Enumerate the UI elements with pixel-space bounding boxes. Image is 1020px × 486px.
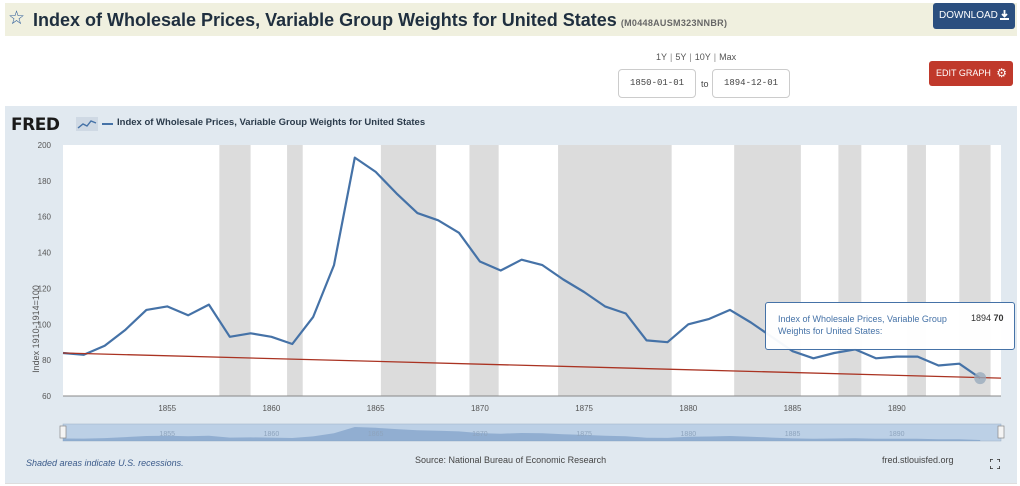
y-tick-label: 80 — [42, 356, 51, 365]
y-tick-label: 160 — [38, 213, 52, 222]
legend-swatch — [102, 123, 113, 125]
navigator-handle-right — [997, 425, 1005, 439]
series-line — [62, 156, 981, 380]
recession-band — [469, 145, 499, 396]
navigator-area — [63, 427, 981, 441]
range-5y[interactable]: 5Y — [675, 52, 687, 62]
chart-panel: 60 80 100 120 140 160 180 200 1855 1860 1865 1870 18… — [5, 106, 1017, 484]
range-links: 1Y | 5Y | 10Y | Max — [656, 52, 737, 62]
y-tick-label: 60 — [42, 392, 51, 401]
recession-band — [959, 145, 991, 396]
tooltip-date: 1894 — [971, 313, 992, 323]
star-icon[interactable]: ☆ — [8, 8, 26, 29]
x-tick-label: 1855 — [158, 404, 176, 413]
edit-graph-button[interactable]: EDIT GRAPH ⚙ — [929, 61, 1013, 86]
y-tick-label: 200 — [38, 141, 52, 150]
to-label: to — [701, 79, 709, 89]
range-10y[interactable]: 10Y — [694, 52, 711, 62]
y-tick-label: 140 — [38, 249, 52, 258]
recession-note: Shaded areas indicate U.S. recessions. — [26, 458, 184, 468]
navigator-handle-left — [59, 425, 67, 439]
x-tick-label: 1875 — [575, 404, 593, 413]
download-button[interactable]: DOWNLOAD — [933, 3, 1015, 29]
site-link[interactable]: fred.stlouisfed.org — [882, 455, 954, 465]
navigator-tick-label: 1860 — [264, 431, 280, 438]
navigator-tick-label: 1870 — [472, 431, 488, 438]
end-date-input[interactable]: 1894-12-01 — [712, 69, 790, 98]
fred-logo: FRED — [11, 115, 60, 135]
x-tick-label: 1860 — [263, 404, 281, 413]
series-title: Index of Wholesale Prices, Variable Grou… — [33, 10, 617, 30]
chart-tooltip: Index of Wholesale Prices, Variable Grou… — [765, 302, 1015, 350]
tooltip-series: Index of Wholesale Prices, Variable Grou… — [778, 314, 947, 336]
recession-band — [219, 145, 251, 396]
x-tick-label: 1880 — [679, 404, 697, 413]
source-note: Source: National Bureau of Economic Rese… — [415, 455, 607, 465]
y-tick-label: 100 — [38, 320, 52, 329]
gear-icon: ⚙ — [996, 66, 1007, 80]
range-max[interactable]: Max — [719, 52, 737, 62]
hover-marker — [974, 372, 987, 385]
recession-band — [734, 145, 801, 396]
edit-graph-label: EDIT GRAPH — [936, 68, 991, 78]
x-tick-label: 1890 — [888, 404, 906, 413]
navigator-tick-label: 1880 — [681, 431, 697, 438]
title-bar: ☆ Index of Wholesale Prices, Variable Gr… — [5, 3, 1017, 36]
range-1y[interactable]: 1Y — [656, 52, 668, 62]
recession-band — [558, 145, 672, 396]
trend-line — [62, 352, 1002, 379]
x-tick-label: 1870 — [471, 404, 489, 413]
y-axis-label: Index 1910-1914=100 — [31, 285, 41, 373]
tooltip-value: 1894 70 — [971, 313, 1004, 323]
fullscreen-icon[interactable] — [990, 459, 1000, 469]
navigator-tick-label: 1855 — [159, 431, 175, 438]
download-icon — [1000, 10, 1009, 20]
page-title: Index of Wholesale Prices, Variable Grou… — [33, 9, 727, 34]
y-tick-label: 120 — [38, 284, 52, 293]
recession-band — [380, 145, 437, 396]
x-tick-label: 1885 — [784, 404, 802, 413]
recession-band — [838, 145, 862, 396]
legend-label: Index of Wholesale Prices, Variable Grou… — [117, 117, 426, 128]
series-code: (M0448AUSM323NNBR) — [620, 18, 728, 28]
chart-area[interactable]: 60 80 100 120 140 160 180 200 1855 1860 1865 1870 18… — [5, 106, 1017, 484]
start-date-input[interactable]: 1850-01-01 — [618, 69, 696, 98]
navigator-tick-label: 1885 — [785, 431, 801, 438]
navigator-tick-label: 1865 — [368, 431, 384, 438]
tooltip-number: 70 — [993, 313, 1004, 323]
fred-logo-icon — [76, 117, 98, 131]
navigator-tick-label: 1875 — [576, 431, 592, 438]
download-label: DOWNLOAD — [939, 10, 998, 21]
recession-band — [287, 145, 303, 396]
navigator-tick-label: 1890 — [889, 431, 905, 438]
x-tick-label: 1865 — [367, 404, 385, 413]
divider — [5, 483, 1017, 484]
y-tick-label: 180 — [38, 177, 52, 186]
